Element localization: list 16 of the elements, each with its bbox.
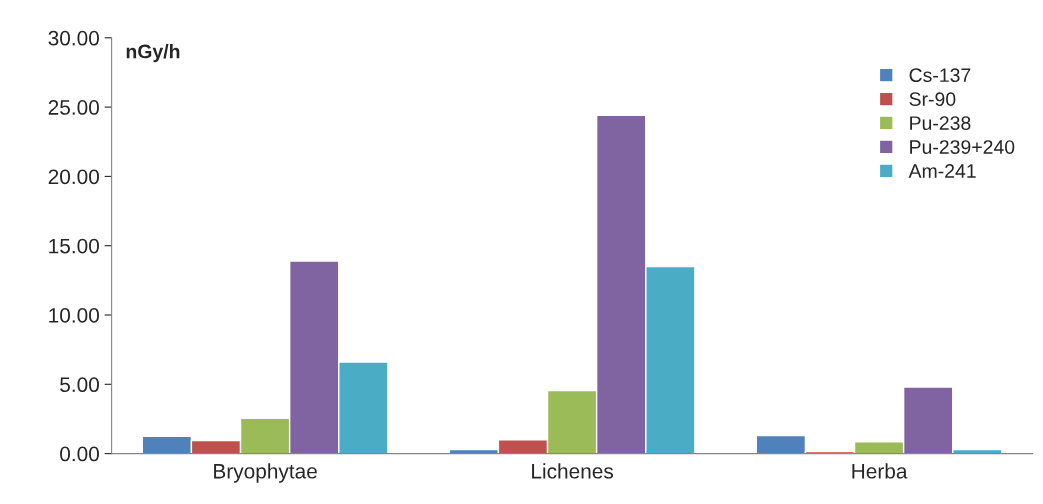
x-tick-label: Lichenes	[532, 463, 614, 479]
y-tick-label: 15.00	[49, 238, 99, 254]
y-tick-label: 5.00	[60, 377, 99, 393]
y-tick-label: 20.00	[48, 169, 99, 185]
legend-label: Pu-239+240	[910, 140, 1015, 154]
y-tick-label: 25.00	[48, 100, 99, 115]
y-tick-label: 30.00	[48, 30, 99, 46]
legend-label: Sr-90	[909, 92, 956, 107]
x-tick-label: Bryophytae	[214, 463, 317, 483]
x-tick-label: Herba	[852, 463, 908, 479]
legend-label: Am-241	[908, 164, 976, 178]
legend-label: Pu-238	[910, 116, 971, 130]
y-tick-label: 10.00	[49, 308, 99, 323]
y-axis-title: nGy/h	[126, 44, 180, 63]
legend-label: Cs-137	[909, 68, 971, 83]
y-tick-label: 0.00	[60, 446, 99, 462]
